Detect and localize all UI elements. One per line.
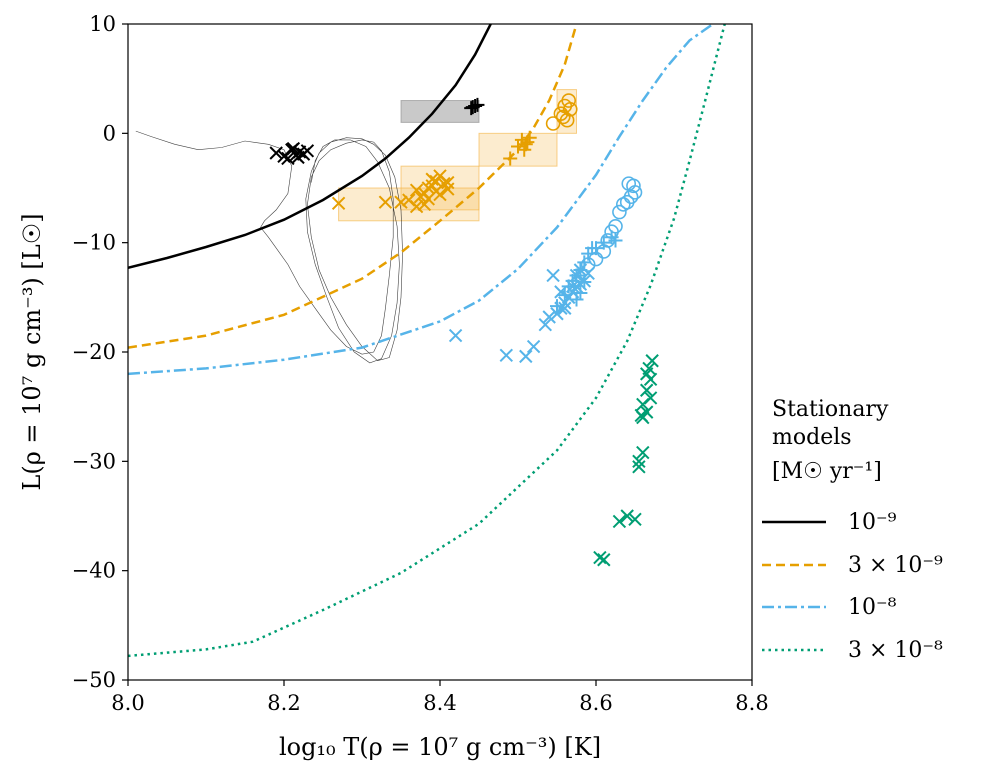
x-tick-label-3: 8.6 [579,691,612,715]
marker-s1-3 [465,100,480,115]
marker-s2-18 [429,174,443,189]
marker-s2-13 [425,172,439,186]
marker-s5-4 [538,317,553,332]
marker-s0-0 [269,146,283,160]
legend-label-1: 3 × 10⁻⁹ [848,553,943,578]
marker-s8-17 [634,408,648,423]
y-tick-label-4: −10 [72,231,116,255]
marker-s8-3 [620,509,634,523]
x-tick-label-1: 8.2 [267,691,300,715]
marker-s2-0 [331,196,346,211]
curve-2 [128,24,714,376]
marker-s5-5 [542,310,556,324]
marker-s6-1 [557,288,572,303]
marker-s5-21 [546,268,560,283]
marker-s4-3 [561,93,577,108]
y-tick-label-6: 10 [89,12,116,36]
legend-label-2: 10⁻⁸ [848,595,897,620]
x-tick-label-0: 8.0 [111,691,144,715]
marker-s6-10 [596,235,611,250]
legend-label-0: 10⁻⁹ [848,510,897,535]
legend: Stationary models [M☉ yr⁻¹] 10⁻⁹ 3 × 10⁻… [762,397,943,663]
marker-s8-16 [645,354,659,368]
marker-s3-6 [517,142,532,157]
marker-s5-3 [526,339,541,354]
marker-s5-19 [558,301,572,315]
marker-s2-12 [441,182,455,196]
marker-s5-0 [448,328,463,343]
marker-s2-1 [378,195,393,209]
marker-s6-14 [573,285,588,300]
marker-s8-14 [636,397,650,412]
marker-s8-5 [632,454,646,469]
marker-s5-1 [499,348,514,362]
marker-s3-5 [520,135,535,150]
marker-s8-7 [632,460,646,474]
marker-s8-6 [636,445,650,460]
shaded-box-1 [338,187,480,222]
trajectory-line [135,130,403,364]
y-axis-label: L(ρ = 10⁷ g cm⁻³) [L☉] [18,213,46,490]
x-tick-label-2: 8.4 [423,691,456,715]
shaded-boxes [338,89,577,222]
marker-s4-0 [545,116,561,131]
marker-s2-17 [441,175,455,190]
marker-s7-6 [612,204,627,220]
y-tick-label-2: −30 [72,449,116,473]
curve-3 [128,24,726,658]
marker-s6-12 [608,233,623,248]
curve-0 [128,24,492,270]
y-axis: −50 −40 −30 −20 −10 0 10 [72,12,128,692]
legend-title-line-1: Stationary [772,397,889,422]
marker-s7-1 [588,251,604,267]
legend-label-3: 3 × 10⁻⁸ [848,638,943,663]
curve-1 [128,24,578,349]
x-axis: 8.0 8.2 8.4 8.6 8.8 [111,680,769,715]
marker-s8-2 [612,514,627,529]
marker-s7-3 [600,233,616,248]
marker-s2-10 [433,187,447,202]
marker-s6-15 [577,275,592,290]
legend-title-line-2: models [772,425,852,450]
y-tick-label-0: −50 [72,668,116,692]
marker-s8-0 [593,550,607,565]
evolution-trajectory [135,130,403,364]
stationary-model-curves [128,24,726,658]
marker-s5-2 [519,349,533,364]
marker-s0-8 [291,150,305,165]
marker-s6-0 [550,299,564,314]
marker-s8-15 [639,367,654,381]
marker-s7-5 [608,218,623,234]
marker-s4-4 [559,112,575,128]
marker-s2-4 [409,183,424,197]
marker-s8-4 [628,512,642,526]
marker-s2-19 [421,192,436,206]
plot-area [128,24,726,658]
marker-s1-1 [468,99,483,113]
marker-s8-1 [597,553,611,567]
data-markers [269,93,659,567]
marker-s6-6 [577,255,592,270]
marker-s8-11 [639,383,654,397]
marker-s2-16 [409,199,424,214]
x-tick-label-4: 8.8 [735,691,768,715]
shaded-box-0 [400,100,480,123]
marker-s0-9 [286,141,301,156]
x-axis-label: log₁₀ T(ρ = 10⁷ g cm⁻³) [K] [279,733,601,761]
marker-s7-0 [580,257,596,272]
y-tick-label-5: 0 [103,121,116,145]
marker-s0-6 [300,144,315,158]
marker-s3-0 [503,151,518,166]
marker-s2-2 [394,195,408,209]
marker-s7-12 [621,176,637,191]
legend-title-line-3: [M☉ yr⁻¹] [772,459,882,484]
marker-s4-6 [562,101,578,117]
y-tick-label-1: −40 [72,559,116,583]
y-tick-label-3: −20 [72,340,116,364]
